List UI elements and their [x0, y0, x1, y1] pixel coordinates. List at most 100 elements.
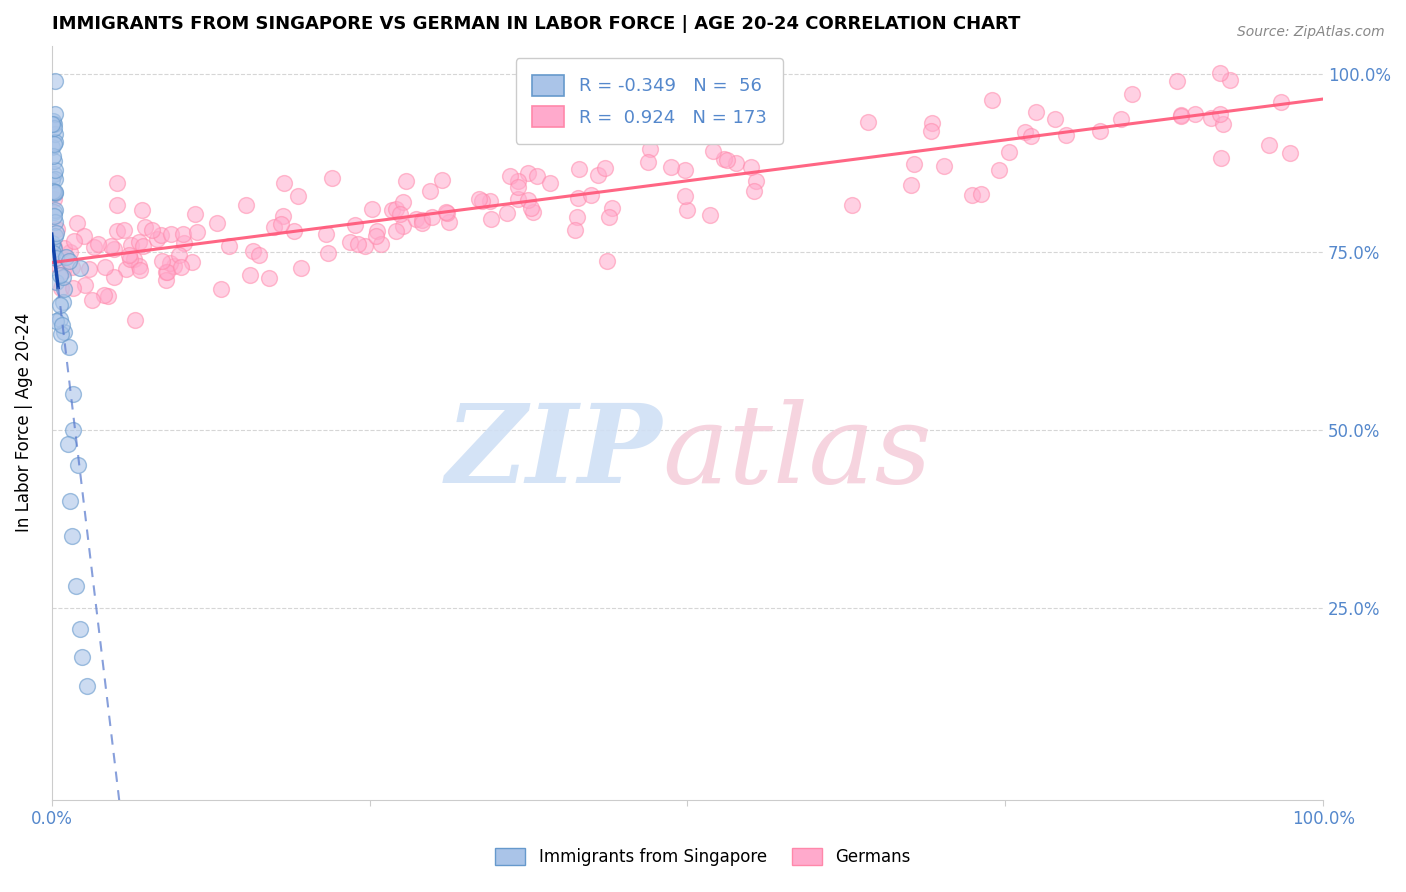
Point: [579, 187, 602, 202]
Point: [184, 207, 207, 221]
Point: [170, 260, 193, 274]
Point: [713, 152, 735, 166]
Point: [499, 169, 522, 183]
Point: [638, 142, 661, 156]
Point: [385, 224, 408, 238]
Point: [141, 223, 163, 237]
Point: [673, 189, 696, 203]
Point: [205, 216, 228, 230]
Point: [934, 159, 956, 173]
Point: [62, 387, 84, 401]
Point: [41, 114, 63, 128]
Point: [921, 116, 943, 130]
Point: [186, 225, 208, 239]
Point: [93, 260, 115, 274]
Point: [118, 252, 141, 266]
Point: [567, 210, 589, 224]
Point: [66, 216, 89, 230]
Point: [479, 212, 502, 227]
Point: [163, 259, 186, 273]
Point: [93, 288, 115, 302]
Point: [519, 201, 541, 215]
Point: [173, 235, 195, 250]
Point: [59, 245, 82, 260]
Point: [596, 253, 619, 268]
Point: [49, 312, 72, 326]
Point: [600, 201, 623, 215]
Point: [69, 622, 91, 636]
Point: [699, 208, 721, 222]
Point: [659, 160, 682, 174]
Point: [103, 242, 125, 256]
Point: [988, 163, 1011, 178]
Point: [44, 136, 66, 150]
Point: [263, 219, 285, 234]
Point: [962, 187, 984, 202]
Point: [44, 172, 66, 186]
Point: [564, 222, 586, 236]
Point: [273, 176, 295, 190]
Point: [437, 215, 460, 229]
Point: [283, 224, 305, 238]
Point: [392, 195, 415, 210]
Point: [149, 227, 172, 242]
Point: [598, 210, 620, 224]
Point: [62, 423, 84, 437]
Point: [339, 235, 361, 249]
Point: [522, 205, 544, 219]
Point: [981, 93, 1004, 107]
Text: IMMIGRANTS FROM SINGAPORE VS GERMAN IN LABOR FORCE | AGE 20-24 CORRELATION CHART: IMMIGRANTS FROM SINGAPORE VS GERMAN IN L…: [52, 15, 1021, 33]
Point: [496, 205, 519, 219]
Point: [60, 260, 83, 274]
Point: [1219, 73, 1241, 87]
Point: [742, 184, 765, 198]
Point: [316, 246, 339, 260]
Point: [1257, 137, 1279, 152]
Point: [538, 176, 561, 190]
Point: [1170, 109, 1192, 123]
Point: [419, 184, 441, 198]
Point: [1111, 112, 1133, 127]
Point: [124, 312, 146, 326]
Text: Source: ZipAtlas.com: Source: ZipAtlas.com: [1237, 25, 1385, 39]
Point: [1212, 118, 1234, 132]
Point: [44, 128, 66, 142]
Point: [360, 202, 382, 216]
Point: [247, 248, 270, 262]
Legend: Immigrants from Singapore, Germans: Immigrants from Singapore, Germans: [486, 840, 920, 875]
Point: [72, 650, 94, 665]
Point: [370, 237, 392, 252]
Point: [637, 155, 659, 169]
Point: [53, 241, 76, 255]
Point: [52, 294, 75, 309]
Point: [42, 209, 65, 223]
Point: [134, 220, 156, 235]
Point: [150, 253, 173, 268]
Point: [122, 252, 145, 266]
Point: [593, 161, 616, 176]
Point: [146, 232, 169, 246]
Point: [56, 437, 79, 451]
Point: [411, 213, 433, 227]
Point: [1184, 107, 1206, 121]
Point: [1209, 66, 1232, 80]
Point: [242, 244, 264, 259]
Point: [44, 117, 66, 131]
Point: [45, 275, 67, 289]
Point: [58, 340, 80, 354]
Point: [121, 237, 143, 252]
Point: [1014, 125, 1036, 139]
Point: [517, 193, 540, 207]
Point: [83, 240, 105, 254]
Point: [1043, 112, 1066, 126]
Point: [112, 223, 135, 237]
Point: [1054, 128, 1077, 142]
Point: [44, 185, 66, 199]
Point: [167, 248, 190, 262]
Point: [63, 234, 86, 248]
Point: [347, 236, 370, 251]
Point: [58, 254, 80, 268]
Point: [364, 229, 387, 244]
Point: [131, 202, 153, 217]
Point: [420, 210, 443, 224]
